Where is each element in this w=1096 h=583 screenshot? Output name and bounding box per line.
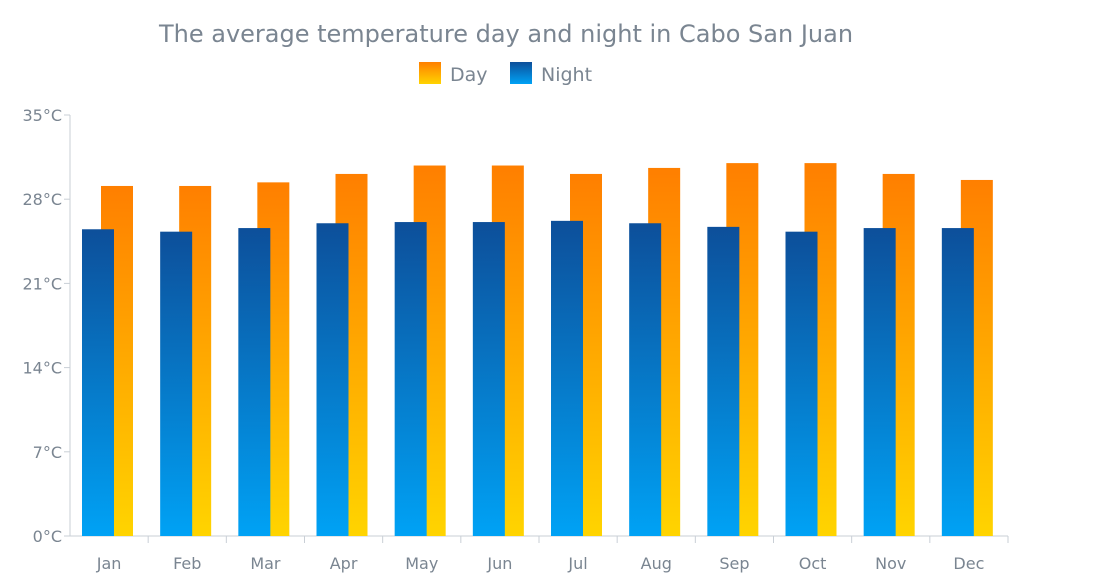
y-tick-label: 21°C (22, 274, 62, 293)
bar-night-feb[interactable] (160, 231, 193, 537)
y-tick-label: 14°C (22, 359, 62, 378)
bar-night-jan[interactable] (82, 229, 114, 536)
bar-night-oct[interactable] (785, 231, 818, 537)
x-tick-label: Feb (173, 554, 201, 573)
x-tick-label: Nov (875, 554, 906, 573)
legend-label-night: Night (541, 64, 592, 86)
x-tick-label: Mar (250, 554, 281, 573)
x-tick-label: Sep (719, 554, 749, 573)
legend-swatch-night (510, 62, 532, 84)
x-tick-label: May (405, 554, 438, 573)
bar-night-aug[interactable] (629, 223, 662, 536)
bar-night-jun[interactable] (472, 222, 505, 536)
legend: Day Night (419, 62, 592, 86)
bar-night-sep[interactable] (707, 226, 740, 536)
legend-item-night[interactable]: Night (510, 62, 592, 86)
x-tick-label: Aug (641, 554, 672, 573)
y-tick-label: 35°C (22, 106, 62, 125)
legend-item-day[interactable]: Day (419, 62, 488, 86)
bar-night-nov[interactable] (863, 228, 896, 536)
x-tick-label: Jul (567, 554, 587, 573)
x-tick-label: Apr (330, 554, 358, 573)
x-tick-label: Oct (799, 554, 827, 573)
chart-title: The average temperature day and night in… (158, 20, 853, 48)
bar-night-dec[interactable] (941, 228, 974, 536)
x-tick-label: Dec (953, 554, 984, 573)
y-tick-label: 7°C (33, 443, 62, 462)
x-tick-label: Jan (96, 554, 122, 573)
legend-swatch-day (419, 62, 441, 84)
bars (82, 163, 993, 537)
bar-night-jul[interactable] (551, 220, 583, 536)
y-tick-label: 28°C (22, 190, 62, 209)
bar-night-apr[interactable] (316, 223, 349, 536)
axes: 0°C 7°C 14°C 21°C 28°C 35°C Jan Feb Mar Apr May Jun… (22, 106, 1009, 573)
y-tick-label: 0°C (33, 527, 62, 546)
bar-night-may[interactable] (394, 222, 427, 536)
x-tick-label: Jun (486, 554, 512, 573)
legend-label-day: Day (450, 64, 488, 86)
bar-night-mar[interactable] (238, 228, 271, 536)
